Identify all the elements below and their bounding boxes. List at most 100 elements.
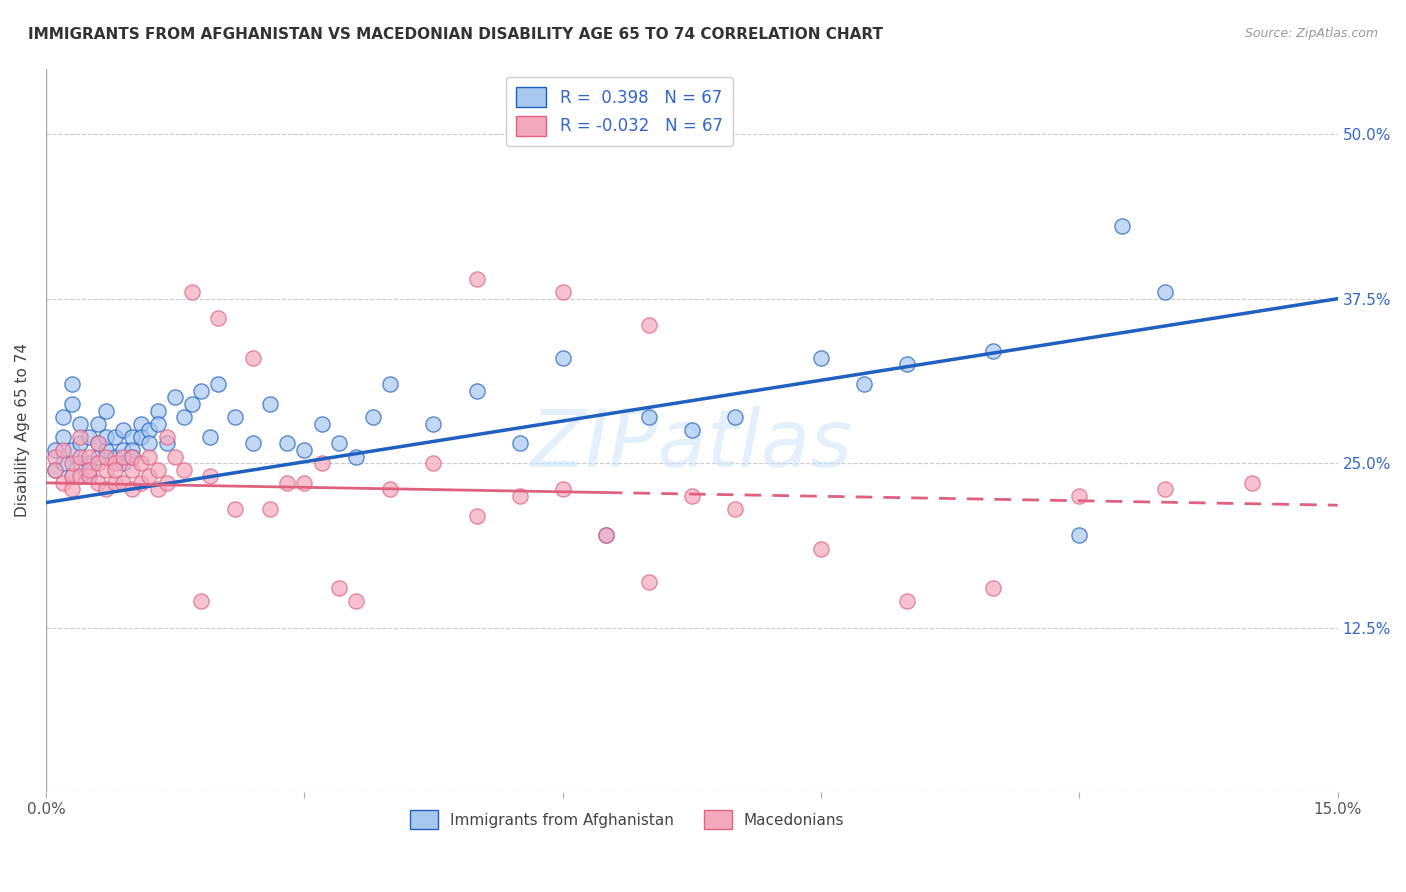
Point — [509, 489, 531, 503]
Point — [129, 430, 152, 444]
Point — [138, 423, 160, 437]
Point — [328, 436, 350, 450]
Point — [77, 469, 100, 483]
Point — [344, 450, 367, 464]
Point — [242, 436, 264, 450]
Point — [181, 285, 204, 299]
Point — [77, 456, 100, 470]
Point — [86, 417, 108, 431]
Point — [190, 594, 212, 608]
Point — [509, 436, 531, 450]
Point — [595, 528, 617, 542]
Text: ZIPatlas: ZIPatlas — [530, 406, 853, 483]
Point — [681, 489, 703, 503]
Point — [311, 417, 333, 431]
Point — [121, 450, 143, 464]
Point — [52, 410, 75, 425]
Point — [44, 450, 66, 464]
Point — [276, 475, 298, 490]
Point — [380, 483, 402, 497]
Point — [86, 436, 108, 450]
Point — [69, 456, 91, 470]
Point — [60, 377, 83, 392]
Point — [52, 442, 75, 457]
Point — [96, 463, 118, 477]
Point — [311, 456, 333, 470]
Point — [77, 463, 100, 477]
Point — [60, 469, 83, 483]
Point — [69, 469, 91, 483]
Point — [96, 430, 118, 444]
Point — [129, 475, 152, 490]
Point — [207, 377, 229, 392]
Point — [1069, 489, 1091, 503]
Point — [637, 574, 659, 589]
Legend: Immigrants from Afghanistan, Macedonians: Immigrants from Afghanistan, Macedonians — [404, 804, 851, 835]
Point — [242, 351, 264, 365]
Point — [104, 450, 127, 464]
Point — [121, 430, 143, 444]
Point — [681, 423, 703, 437]
Point — [86, 475, 108, 490]
Point — [165, 450, 187, 464]
Point — [96, 450, 118, 464]
Point — [328, 581, 350, 595]
Point — [52, 456, 75, 470]
Point — [1154, 285, 1177, 299]
Point — [810, 541, 832, 556]
Point — [86, 436, 108, 450]
Point — [121, 463, 143, 477]
Point — [292, 442, 315, 457]
Point — [138, 469, 160, 483]
Point — [259, 397, 281, 411]
Point — [86, 456, 108, 470]
Point — [104, 430, 127, 444]
Point — [1069, 528, 1091, 542]
Point — [129, 456, 152, 470]
Point — [198, 469, 221, 483]
Point — [146, 463, 169, 477]
Point — [69, 450, 91, 464]
Point — [551, 483, 574, 497]
Point — [69, 417, 91, 431]
Point — [181, 397, 204, 411]
Point — [155, 436, 177, 450]
Point — [1111, 219, 1133, 234]
Point — [112, 423, 135, 437]
Point — [96, 403, 118, 417]
Point — [465, 384, 488, 398]
Point — [104, 475, 127, 490]
Point — [60, 456, 83, 470]
Point — [112, 450, 135, 464]
Point — [60, 442, 83, 457]
Point — [104, 463, 127, 477]
Point — [69, 430, 91, 444]
Point — [422, 417, 444, 431]
Point — [1240, 475, 1263, 490]
Point — [724, 502, 747, 516]
Text: Source: ZipAtlas.com: Source: ZipAtlas.com — [1244, 27, 1378, 40]
Point — [981, 344, 1004, 359]
Point — [146, 483, 169, 497]
Point — [69, 436, 91, 450]
Point — [129, 417, 152, 431]
Point — [96, 483, 118, 497]
Point — [173, 410, 195, 425]
Point — [1154, 483, 1177, 497]
Point — [896, 594, 918, 608]
Point — [112, 475, 135, 490]
Point — [981, 581, 1004, 595]
Point — [165, 390, 187, 404]
Point — [292, 475, 315, 490]
Point — [896, 358, 918, 372]
Point — [96, 442, 118, 457]
Point — [86, 450, 108, 464]
Point — [77, 430, 100, 444]
Point — [121, 442, 143, 457]
Point — [595, 528, 617, 542]
Point — [121, 450, 143, 464]
Point — [224, 502, 246, 516]
Point — [44, 463, 66, 477]
Point — [173, 463, 195, 477]
Point — [637, 410, 659, 425]
